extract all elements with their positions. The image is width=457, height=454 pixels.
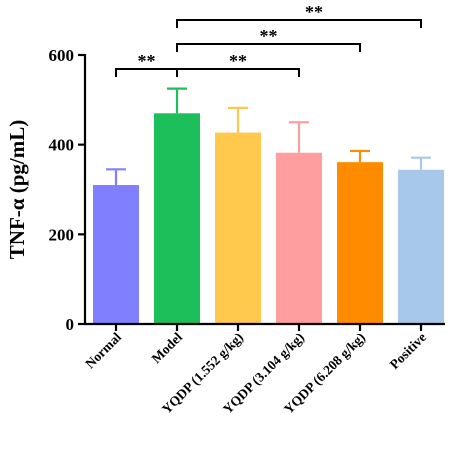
bar bbox=[337, 162, 383, 324]
y-tick-label: 400 bbox=[49, 136, 75, 155]
significance-label: ** bbox=[229, 51, 247, 71]
y-ticks: 0 200 400 600 bbox=[49, 46, 85, 334]
x-tick-label: Normal bbox=[82, 329, 124, 371]
error-bars-layer bbox=[106, 87, 431, 186]
significance-label: ** bbox=[138, 51, 156, 71]
bar bbox=[276, 152, 322, 324]
bars-layer bbox=[93, 113, 444, 325]
x-tick-label: Model bbox=[149, 329, 186, 366]
significance-label: ** bbox=[260, 26, 278, 46]
significance-label: ** bbox=[305, 2, 323, 22]
y-tick-label: 200 bbox=[49, 225, 75, 244]
y-tick-label: 600 bbox=[49, 46, 75, 65]
significance-bracket bbox=[176, 68, 300, 77]
significance-bracket bbox=[176, 19, 422, 28]
y-axis-label: TNF-α (pg/mL) bbox=[5, 120, 29, 259]
bar bbox=[215, 132, 261, 324]
bar bbox=[154, 113, 200, 325]
bar bbox=[398, 169, 444, 324]
bar bbox=[93, 185, 139, 324]
significance-bracket bbox=[176, 43, 361, 52]
significance-brackets: ** ** ** ** bbox=[115, 2, 422, 77]
axes-layer bbox=[83, 54, 445, 326]
x-tick-label: Positive bbox=[387, 330, 429, 372]
y-tick-label: 0 bbox=[66, 315, 75, 334]
